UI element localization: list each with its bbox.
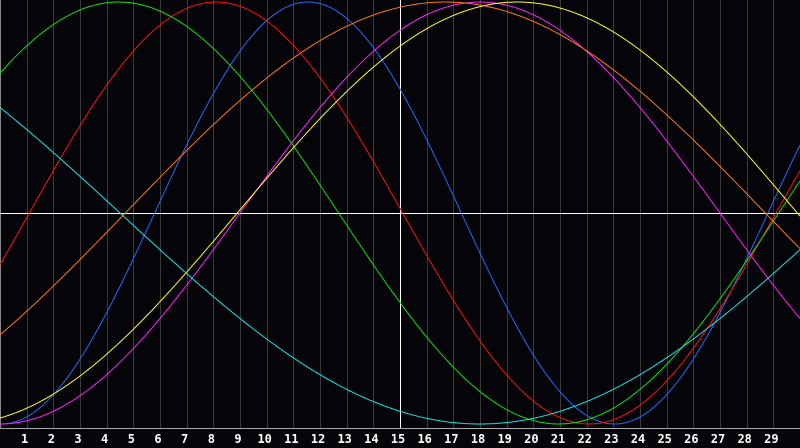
- x-tick-label: 18: [471, 432, 485, 446]
- x-tick-label: 28: [737, 432, 751, 446]
- x-tick-label: 4: [101, 432, 108, 446]
- x-tick-label: 17: [444, 432, 458, 446]
- x-tick-label: 8: [208, 432, 215, 446]
- x-tick-labels: 1 2 3 4 5 6 7 8 9 10 11 12 13 14 15 16 17 18 19 20 21 22 23 24 2…: [21, 432, 779, 446]
- x-tick-label: 22: [577, 432, 591, 446]
- x-tick-label: 13: [337, 432, 351, 446]
- x-tick-label: 10: [257, 432, 271, 446]
- x-tick-label: 23: [604, 432, 618, 446]
- series-line-7: [0, 107, 800, 425]
- series-line-1: [0, 1, 800, 425]
- series-line-2: [0, 1, 800, 425]
- x-tick-label: 6: [154, 432, 161, 446]
- axes: [0, 0, 800, 429]
- x-tick-label: 19: [497, 432, 511, 446]
- x-tick-label: 15: [391, 432, 405, 446]
- x-tick-label: 27: [711, 432, 725, 446]
- x-tick-label: 7: [181, 432, 188, 446]
- x-tick-label: 26: [684, 432, 698, 446]
- x-tick-label: 25: [657, 432, 671, 446]
- x-tick-label: 29: [764, 432, 778, 446]
- x-tick-label: 21: [551, 432, 565, 446]
- x-tick-label: 24: [631, 432, 645, 446]
- x-tick-label: 2: [48, 432, 55, 446]
- x-tick-label: 16: [417, 432, 431, 446]
- x-tick-label: 20: [524, 432, 538, 446]
- series-line-4: [0, 1, 800, 425]
- x-tick-label: 1: [21, 432, 28, 446]
- curves: [0, 1, 800, 425]
- series-line-5: [0, 1, 800, 419]
- x-tick-label: 11: [284, 432, 298, 446]
- x-tick-label: 3: [74, 432, 81, 446]
- x-tick-label: 12: [311, 432, 325, 446]
- x-tick-label: 9: [234, 432, 241, 446]
- x-tick-label: 14: [364, 432, 378, 446]
- series-line-6: [0, 1, 800, 336]
- x-tick-label: 5: [128, 432, 135, 446]
- series-line-3: [0, 1, 800, 425]
